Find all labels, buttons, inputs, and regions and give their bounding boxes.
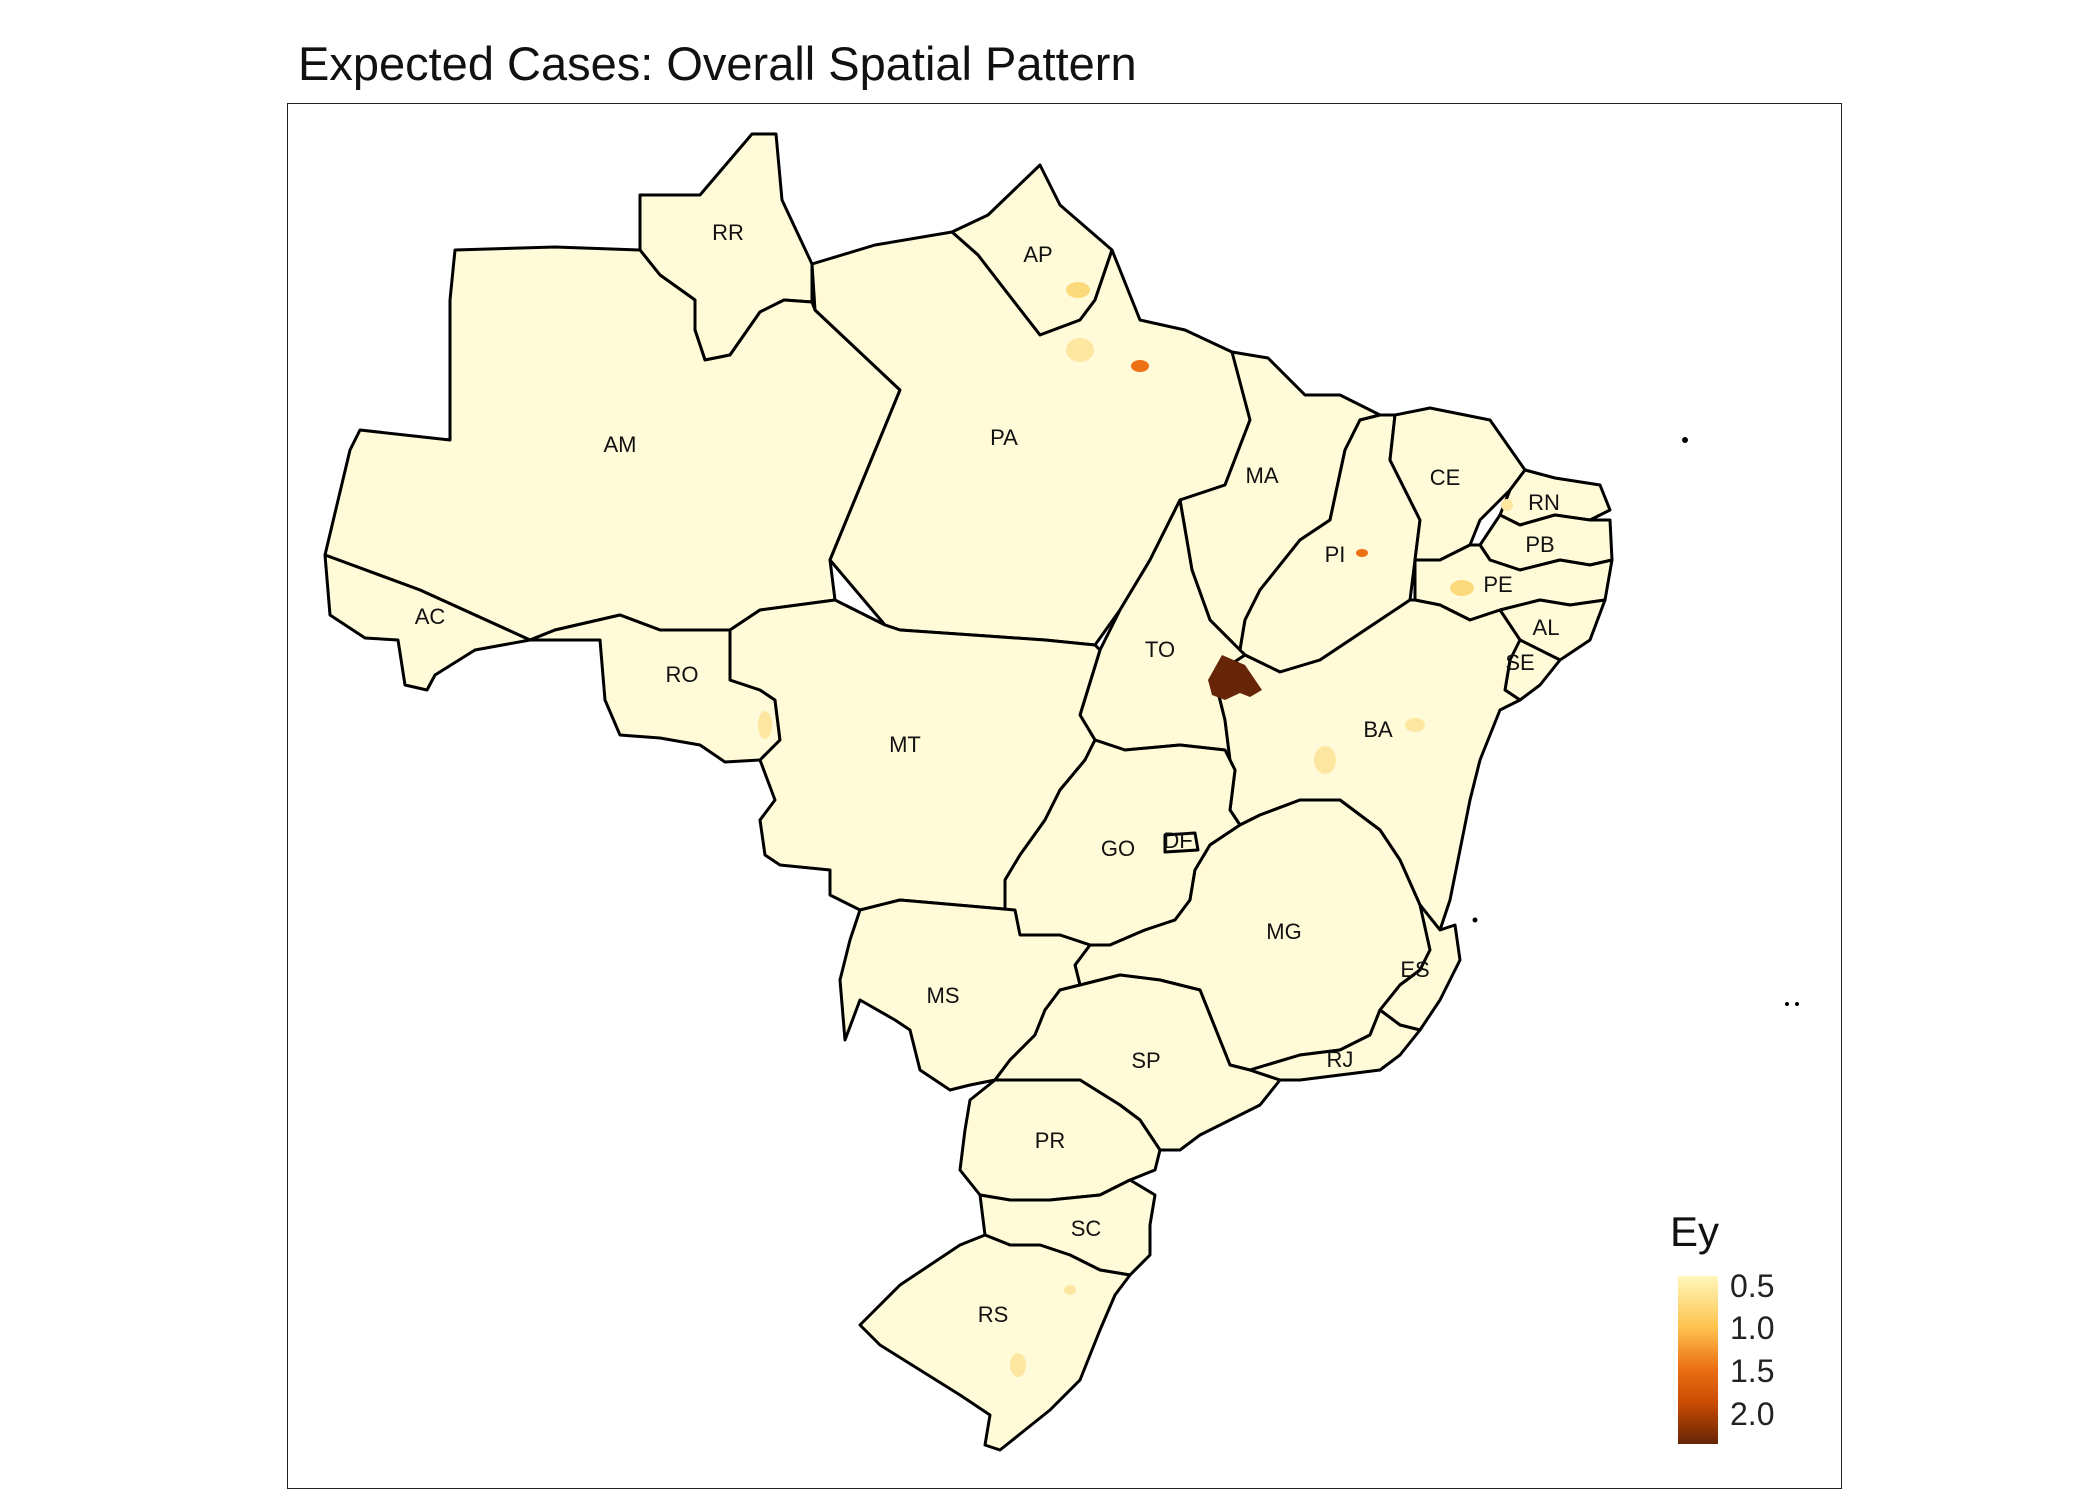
state-label-pb: PB xyxy=(1525,532,1554,557)
state-sp[interactable] xyxy=(993,973,1282,1152)
island-fernando-de-noronha xyxy=(1682,437,1688,443)
state-label-ac: AC xyxy=(415,604,446,629)
highlight-rs-patch[interactable] xyxy=(1010,1353,1026,1377)
highlight-rs-patch-2[interactable] xyxy=(1064,1285,1076,1295)
state-label-ro: RO xyxy=(666,662,699,687)
state-label-pe: PE xyxy=(1483,572,1512,597)
state-label-ce: CE xyxy=(1430,465,1461,490)
highlight-pi-teresina[interactable] xyxy=(1356,549,1368,557)
state-label-es: ES xyxy=(1400,957,1429,982)
state-label-pi: PI xyxy=(1325,542,1346,567)
state-ce[interactable] xyxy=(1388,406,1527,562)
state-label-mt: MT xyxy=(889,732,921,757)
state-label-se: SE xyxy=(1505,650,1534,675)
highlight-pa-patch[interactable] xyxy=(1066,338,1094,362)
state-df[interactable] xyxy=(1163,831,1200,854)
highlight-pe-patch[interactable] xyxy=(1450,580,1474,596)
state-label-ma: MA xyxy=(1246,463,1279,488)
state-label-rj: RJ xyxy=(1327,1047,1354,1072)
island-abrolhos xyxy=(1472,917,1478,923)
legend-tick-label: 2.0 xyxy=(1730,1396,1775,1432)
highlight-ba-patch[interactable] xyxy=(1314,746,1336,774)
state-label-ba: BA xyxy=(1363,717,1393,742)
state-label-am: AM xyxy=(604,432,637,457)
state-label-go: GO xyxy=(1101,836,1135,861)
legend-tick-label: 1.0 xyxy=(1730,1310,1775,1346)
island-martim-vaz xyxy=(1795,1002,1799,1006)
map-title: Expected Cases: Overall Spatial Pattern xyxy=(298,37,1137,90)
highlight-rn-patch[interactable] xyxy=(1501,499,1513,511)
legend-title: Ey xyxy=(1670,1208,1720,1255)
state-label-sc: SC xyxy=(1071,1216,1102,1241)
highlight-ba-to-border[interactable] xyxy=(1208,655,1262,700)
highlight-ap-patch[interactable] xyxy=(1066,282,1090,298)
state-label-ms: MS xyxy=(927,983,960,1008)
legend-tick-label: 1.5 xyxy=(1730,1353,1775,1389)
state-rs[interactable] xyxy=(858,1233,1132,1452)
legend-color-bar xyxy=(1678,1276,1718,1444)
state-label-rs: RS xyxy=(978,1302,1009,1327)
state-am[interactable] xyxy=(323,245,902,642)
state-label-pa: PA xyxy=(990,425,1018,450)
state-ac[interactable] xyxy=(323,553,532,692)
highlight-ba-patch-2[interactable] xyxy=(1405,718,1425,732)
state-label-df: DF xyxy=(1163,828,1192,853)
legend-tick-label: 0.5 xyxy=(1730,1268,1775,1304)
state-label-al: AL xyxy=(1533,615,1560,640)
state-rj[interactable] xyxy=(1248,1008,1422,1082)
state-label-rr: RR xyxy=(712,220,744,245)
state-label-pr: PR xyxy=(1035,1128,1066,1153)
state-label-to: TO xyxy=(1145,637,1175,662)
highlight-pa-belem[interactable] xyxy=(1131,360,1149,372)
state-label-mg: MG xyxy=(1266,919,1301,944)
state-label-sp: SP xyxy=(1131,1048,1160,1073)
state-label-rn: RN xyxy=(1528,490,1560,515)
highlight-ro-patch[interactable] xyxy=(758,711,772,739)
state-label-ap: AP xyxy=(1023,242,1052,267)
island-trindade xyxy=(1785,1002,1789,1006)
